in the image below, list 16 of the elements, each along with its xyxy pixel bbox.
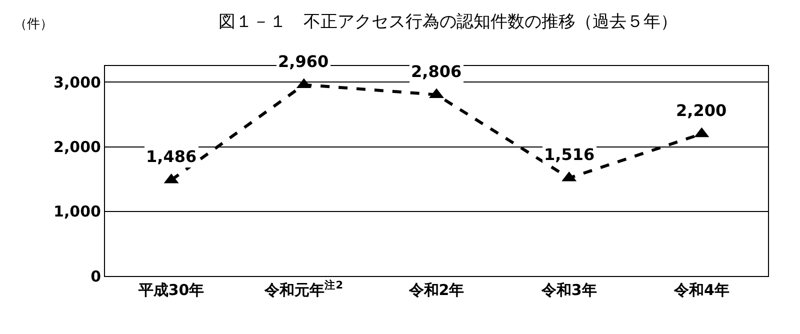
- y-tick-label: 1,000: [54, 202, 101, 221]
- x-tick-label: 令和3年: [540, 281, 597, 299]
- data-label: 2,806: [411, 62, 462, 81]
- y-tick-label: 2,000: [54, 138, 101, 156]
- y-tick-label: 3,000: [54, 73, 101, 92]
- x-tick-label: 平成30年: [137, 281, 204, 299]
- x-tick-label: 令和2年: [408, 281, 464, 299]
- data-label: 2,200: [676, 101, 727, 120]
- data-label: 2,960: [278, 52, 329, 71]
- chart-title: 図１－１ 不正アクセス行為の認知件数の推移（過去５年）: [218, 12, 678, 32]
- x-tick-label: 令和4年: [672, 281, 730, 299]
- y-tick-label: 0: [90, 267, 101, 286]
- x-tick-label: 令和元年$^{注2}$: [264, 278, 344, 299]
- y-axis-title: （件）: [14, 17, 53, 32]
- data-label: 1,516: [544, 145, 595, 164]
- data-label: 1,486: [146, 147, 197, 166]
